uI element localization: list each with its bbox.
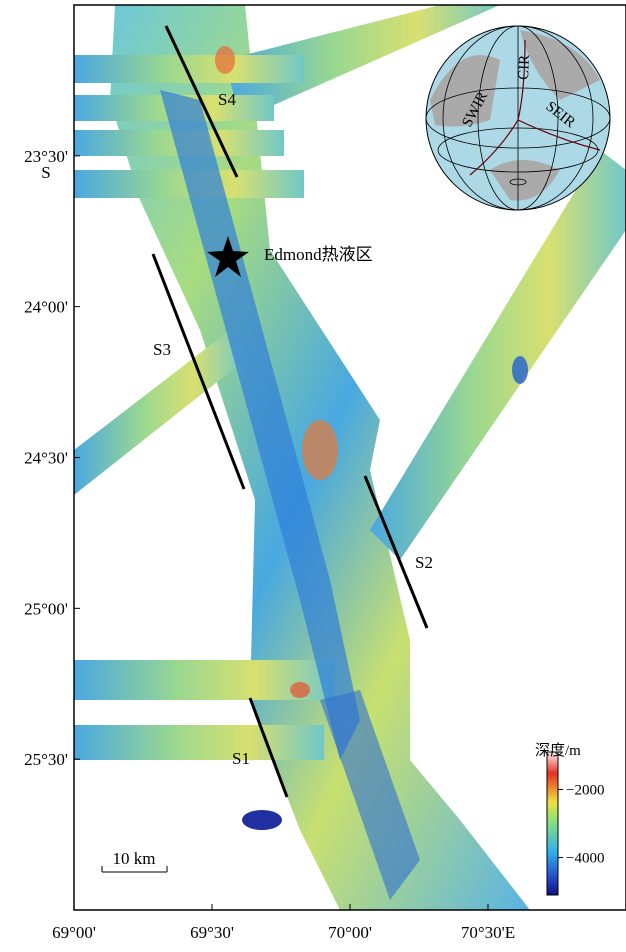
y-tick-label: 24°30' bbox=[24, 449, 68, 468]
x-tick-label: 70°30'E bbox=[461, 923, 515, 942]
x-tick-label: 69°00' bbox=[52, 923, 96, 942]
profile-label: S2 bbox=[415, 553, 433, 572]
scale-label: 10 km bbox=[113, 849, 156, 868]
y-tick-label: 24°00' bbox=[24, 298, 68, 317]
colorbar-tick-label: −4000 bbox=[566, 851, 604, 867]
hemisphere-label: S bbox=[41, 163, 50, 182]
y-tick-label: 25°30' bbox=[24, 750, 68, 769]
y-tick-label: 23°30' bbox=[24, 147, 68, 166]
colorbar-title: 深度/m bbox=[535, 742, 581, 759]
globe-inset bbox=[426, 26, 610, 210]
globe-label: CIR bbox=[516, 55, 533, 81]
map-figure: S4 S3 S2 S1 Edmond热液区 SWIR CIR SEIR 10 k… bbox=[0, 0, 626, 947]
site-label: Edmond热液区 bbox=[264, 245, 373, 264]
profile-label: S1 bbox=[232, 749, 250, 768]
colorbar-tick-label: −2000 bbox=[566, 782, 604, 798]
profile-label: S3 bbox=[153, 340, 171, 359]
profile-label: S4 bbox=[218, 90, 236, 109]
x-tick-label: 70°00' bbox=[328, 923, 372, 942]
y-tick-label: 25°00' bbox=[24, 599, 68, 618]
x-tick-label: 69°30' bbox=[190, 923, 234, 942]
colorbar bbox=[547, 752, 558, 895]
